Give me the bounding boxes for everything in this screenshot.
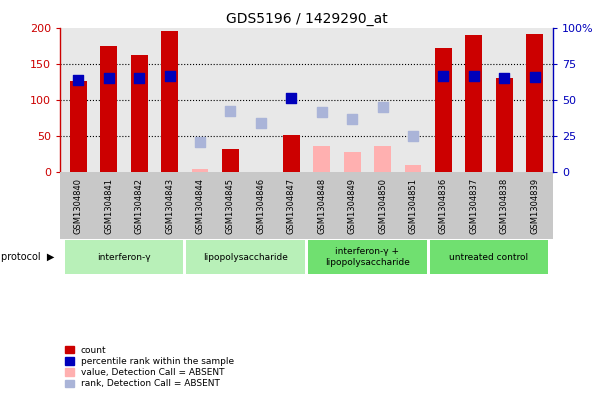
Text: GSM1304838: GSM1304838 [500,178,508,234]
Text: GSM1304851: GSM1304851 [409,178,418,233]
Point [225,108,235,114]
Text: GSM1304841: GSM1304841 [105,178,113,233]
Bar [313,146,330,172]
Bar [374,146,391,172]
Text: interferon-γ +
lipopolysaccharide: interferon-γ + lipopolysaccharide [325,247,410,267]
Text: lipopolysaccharide: lipopolysaccharide [203,253,288,261]
Point [287,95,296,101]
Text: GSM1304850: GSM1304850 [378,178,387,233]
Bar [192,169,209,172]
Bar [465,35,482,172]
Text: untreated control: untreated control [450,253,529,261]
Text: GSM1304849: GSM1304849 [347,178,356,233]
Point [256,120,266,126]
Text: GSM1304837: GSM1304837 [469,178,478,234]
Bar [404,165,421,172]
Bar [65,241,183,274]
Title: GDS5196 / 1429290_at: GDS5196 / 1429290_at [225,13,388,26]
Text: GSM1304839: GSM1304839 [530,178,539,233]
Text: interferon-γ: interferon-γ [97,253,151,261]
Point [135,75,144,81]
Bar [283,135,300,172]
Text: GSM1304847: GSM1304847 [287,178,296,233]
Bar [308,241,427,274]
Text: GSM1304846: GSM1304846 [257,178,266,233]
Point [469,73,478,79]
Text: GSM1304836: GSM1304836 [439,178,448,234]
Legend: count, percentile rank within the sample, value, Detection Call = ABSENT, rank, : count, percentile rank within the sample… [65,346,234,389]
Point [73,77,83,83]
Bar [161,31,178,172]
Bar [430,241,548,274]
Bar [435,48,452,172]
Bar [186,241,305,274]
Bar [344,152,361,172]
Point [317,109,326,115]
Text: GSM1304845: GSM1304845 [226,178,235,233]
Text: GSM1304840: GSM1304840 [74,178,83,233]
Bar [526,34,543,172]
Bar [70,81,87,172]
Point [378,104,388,110]
Point [530,73,540,80]
Point [347,116,357,123]
Text: protocol  ▶: protocol ▶ [1,252,54,262]
Point [195,139,205,145]
Text: GSM1304843: GSM1304843 [165,178,174,233]
Text: GSM1304842: GSM1304842 [135,178,144,233]
Bar [131,55,148,172]
Point [165,73,174,79]
Bar [222,149,239,172]
Bar [100,46,117,172]
Text: GSM1304848: GSM1304848 [317,178,326,233]
Point [499,75,509,81]
Point [104,75,114,81]
Text: GSM1304844: GSM1304844 [195,178,204,233]
Point [408,133,418,139]
Bar [496,78,513,172]
Point [439,73,448,79]
